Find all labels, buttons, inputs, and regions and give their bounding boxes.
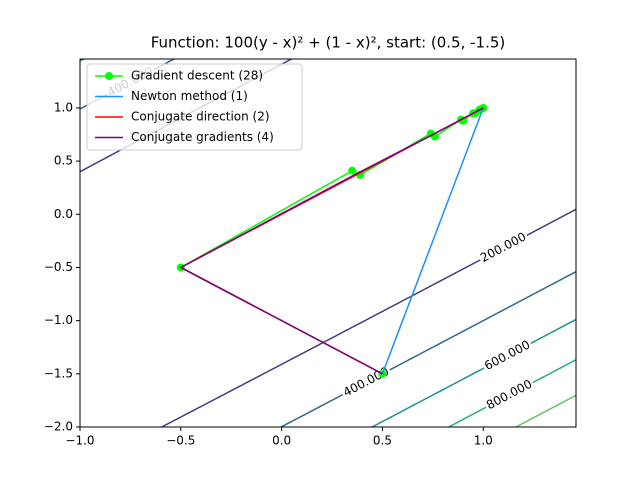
contour-line bbox=[279, 270, 576, 427]
series-marker bbox=[459, 116, 468, 125]
series-marker bbox=[348, 166, 357, 175]
y-tick-label: 0.5 bbox=[54, 154, 73, 168]
series-line bbox=[381, 107, 484, 375]
chart-title: Function: 100(y - x)² + (1 - x)², start:… bbox=[151, 34, 506, 52]
y-tick-label: 0.0 bbox=[54, 207, 73, 221]
series-line bbox=[179, 107, 484, 375]
legend-label: Conjugate direction (2) bbox=[131, 110, 270, 124]
x-tick-label: 1.0 bbox=[474, 434, 493, 448]
legend-label: Conjugate gradients (4) bbox=[131, 130, 274, 144]
y-tick-label: −1.0 bbox=[44, 313, 73, 327]
y-tick-label: −0.5 bbox=[44, 260, 73, 274]
legend-label: Newton method (1) bbox=[131, 89, 248, 103]
y-tick-label: 1.0 bbox=[54, 100, 73, 114]
axes: −1.0 −0.5 0.0 0.5 1.0 −2.0 −1.5 −1.0 −0.5 0.0 0.5 1… bbox=[44, 58, 577, 448]
axes-frame bbox=[79, 58, 577, 428]
contour-line bbox=[370, 318, 576, 427]
contour-line bbox=[447, 359, 576, 427]
legend-box bbox=[86, 63, 303, 151]
legend-marker bbox=[105, 72, 113, 80]
x-tick-label: −0.5 bbox=[166, 434, 195, 448]
y-tick-label: −1.5 bbox=[44, 366, 73, 380]
legend-label: Gradient descent (28) bbox=[131, 69, 263, 83]
contour-line bbox=[160, 208, 576, 427]
x-tick-label: −1.0 bbox=[65, 434, 94, 448]
x-tick-label: 0.0 bbox=[272, 434, 291, 448]
y-tick-label: −2.0 bbox=[44, 420, 73, 434]
x-tick-label: 0.5 bbox=[373, 434, 392, 448]
